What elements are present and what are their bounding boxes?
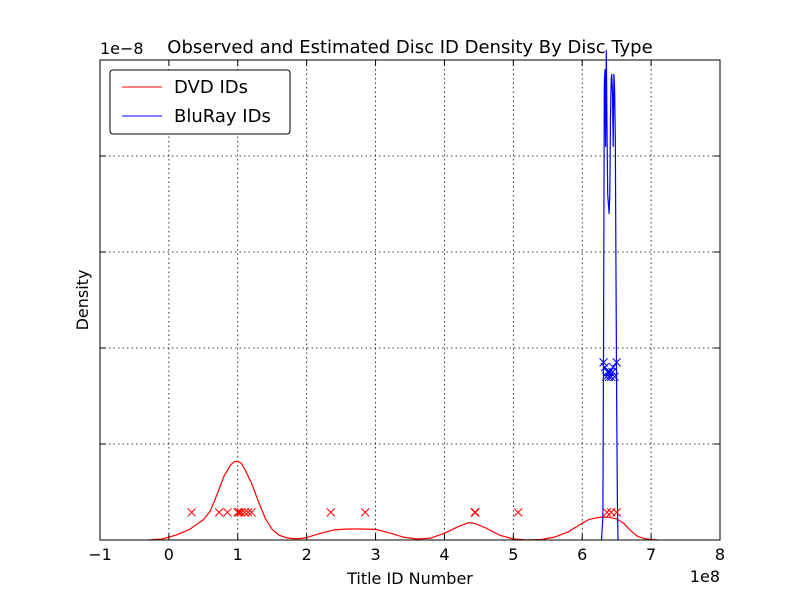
observation-marker-dvd <box>513 508 523 517</box>
observation-marker-dvd <box>187 508 196 517</box>
observation-marker-dvd <box>240 508 250 517</box>
observation-marker-dvd <box>243 508 253 517</box>
observation-marker-dvd <box>247 508 256 517</box>
observation-marker-bluray <box>608 362 618 372</box>
y-axis-multiplier: 1e−8 <box>100 39 144 58</box>
observation-marker-dvd <box>612 508 622 517</box>
x-axis-label: Title ID Number <box>346 569 473 588</box>
observation-marker-dvd <box>602 508 612 517</box>
observation-marker-dvd <box>326 508 336 517</box>
x-tick-label: −1 <box>88 545 112 564</box>
series-line-bluray <box>600 49 619 541</box>
x-tick-label: 8 <box>715 545 725 564</box>
x-tick-label: 3 <box>370 545 380 564</box>
y-axis-label: Density <box>73 270 92 331</box>
observation-marker-dvd <box>471 508 480 517</box>
observation-marker-bluray <box>606 372 616 382</box>
legend-label-bluray: BluRay IDs <box>174 106 271 127</box>
observation-marker-dvd <box>360 508 370 517</box>
x-tick-label: 2 <box>302 545 312 564</box>
x-tick-label: 4 <box>439 545 449 564</box>
observation-marker-bluray <box>599 358 608 367</box>
observation-marker-bluray <box>612 358 622 367</box>
observation-marker-dvd <box>223 508 232 517</box>
series-line-dvd <box>148 460 659 541</box>
chart-title: Observed and Estimated Disc ID Density B… <box>167 37 652 58</box>
legend-label-dvd: DVD IDs <box>174 77 248 98</box>
x-tick-label: 0 <box>164 545 174 564</box>
observation-marker-bluray <box>610 372 619 382</box>
x-tick-labels: −1 0 1 2 3 4 5 6 7 8 <box>88 545 725 564</box>
x-axis-multiplier: 1e8 <box>690 567 720 586</box>
legend: DVD IDs BluRay IDs <box>109 69 291 135</box>
legend-box <box>109 69 291 135</box>
observation-marker-dvd <box>236 508 246 517</box>
x-tick-label: 6 <box>577 545 587 564</box>
observation-markers <box>187 358 622 517</box>
x-tick-label: 1 <box>233 545 243 564</box>
observation-marker-dvd <box>214 508 224 517</box>
x-tick-label: 7 <box>646 545 656 564</box>
axis-ticks <box>99 59 721 541</box>
observation-marker-dvd <box>233 508 243 517</box>
x-tick-label: 5 <box>508 545 518 564</box>
plot-frame <box>99 59 721 541</box>
series-lines <box>148 49 659 541</box>
grid-lines <box>100 60 720 540</box>
